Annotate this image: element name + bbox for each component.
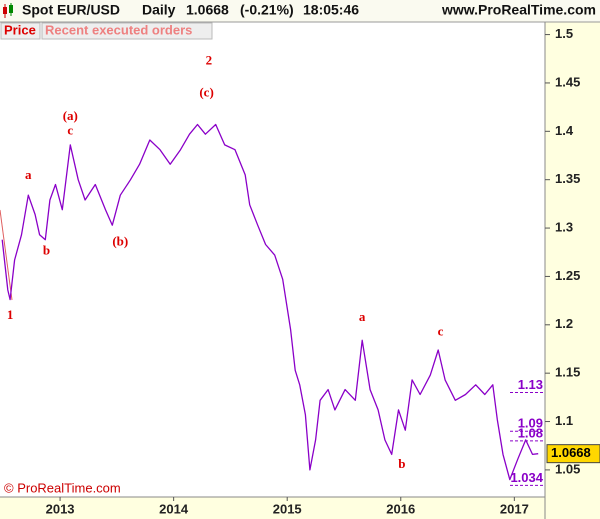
y-tick-label: 1.15 bbox=[555, 365, 580, 380]
tab-bg[interactable] bbox=[41, 22, 213, 40]
y-tick-label: 1.1 bbox=[555, 413, 573, 428]
level-label: 1.13 bbox=[518, 377, 543, 392]
y-tick-label: 1.4 bbox=[555, 123, 574, 138]
last-price-box bbox=[546, 444, 600, 464]
y-tick-label: 1.05 bbox=[555, 461, 580, 476]
last-price: 1.0668 bbox=[186, 2, 229, 18]
wave-label: a bbox=[25, 167, 32, 182]
wave-label: (b) bbox=[112, 234, 128, 249]
website: www.ProRealTime.com bbox=[441, 2, 596, 18]
right-axis-bg bbox=[545, 22, 600, 519]
y-tick-label: 1.45 bbox=[555, 74, 580, 89]
last-price-label: 1.0668 bbox=[551, 445, 591, 460]
watermark: © ProRealTime.com bbox=[4, 480, 121, 495]
wave-label: 1 bbox=[7, 307, 14, 322]
tab-bg[interactable] bbox=[0, 22, 41, 40]
instrument: Spot EUR/USD bbox=[22, 2, 120, 18]
x-tick-label: 2015 bbox=[273, 501, 302, 516]
logo-icon bbox=[3, 3, 13, 18]
wave-label: b bbox=[43, 242, 50, 257]
wave-label: a bbox=[359, 309, 366, 324]
y-tick-label: 1.2 bbox=[555, 316, 573, 331]
x-tick-label: 2016 bbox=[386, 501, 415, 516]
x-tick-label: 2014 bbox=[159, 501, 189, 516]
wave-label: 2 bbox=[206, 53, 213, 68]
level-label: 1.034 bbox=[510, 470, 543, 485]
bottom-axis-bg bbox=[0, 497, 545, 519]
change: (-0.21%) bbox=[240, 2, 294, 18]
wave-label: b bbox=[398, 456, 405, 471]
price-line bbox=[1, 123, 539, 481]
wave-label: (c) bbox=[199, 85, 213, 100]
wave-label: c bbox=[438, 324, 444, 339]
y-tick-label: 1.5 bbox=[555, 26, 573, 41]
level-label: 1.08 bbox=[518, 425, 543, 440]
period: Daily bbox=[142, 2, 176, 18]
tab[interactable]: Price bbox=[4, 22, 36, 37]
wave-label: c bbox=[67, 122, 73, 137]
x-tick-label: 2017 bbox=[500, 501, 529, 516]
y-tick-label: 1.35 bbox=[555, 171, 580, 186]
y-tick-label: 1.25 bbox=[555, 268, 580, 283]
tab[interactable]: Recent executed orders bbox=[45, 22, 192, 37]
time: 18:05:46 bbox=[303, 2, 359, 18]
wave-label: (a) bbox=[63, 108, 78, 123]
x-tick-label: 2013 bbox=[46, 501, 75, 516]
level-label: 1.09 bbox=[518, 416, 543, 431]
header-bg bbox=[0, 0, 600, 22]
y-tick-label: 1.3 bbox=[555, 219, 573, 234]
trend-line bbox=[0, 209, 13, 301]
